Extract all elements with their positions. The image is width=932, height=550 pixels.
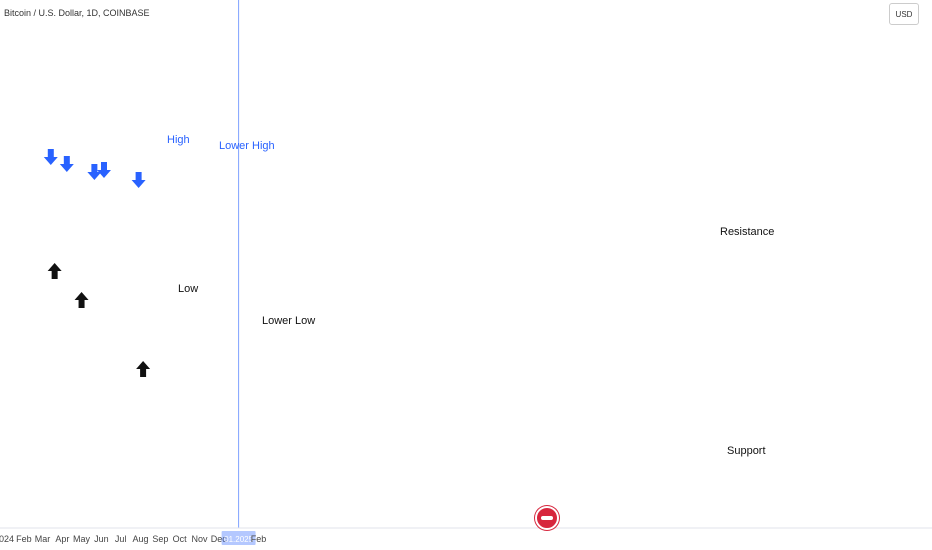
down-arrow-icon [43,149,58,165]
down-arrow-icon [96,162,111,178]
x-tick-label: Feb [16,534,32,544]
x-tick-label: Feb [251,534,267,544]
up-arrow-icon [136,361,151,377]
time-marker-label: 01.2025 [224,535,253,544]
low-label: Low [178,283,198,295]
up-arrow-icon [74,292,89,308]
x-tick-label: Jul [115,534,127,544]
x-tick-label: Nov [191,534,208,544]
tradingview-logo-icon [535,506,559,530]
x-tick-label: Aug [133,534,149,544]
support-label: Support [727,445,766,457]
high-label: High [167,134,190,146]
time-axis: 2024FebMarAprMayJunJulAugSepOctNovDec01.… [0,527,932,545]
time-marker-badge [221,531,256,545]
symbol-title: Bitcoin / U.S. Dollar, 1D, COINBASE [4,8,150,18]
lower-low-label: Lower Low [262,315,315,327]
x-tick-label: Sep [152,534,168,544]
x-tick-label: 2024 [0,534,14,544]
x-tick-label: Oct [173,534,188,544]
down-arrow-icon [131,172,146,188]
x-tick-label: Jun [94,534,109,544]
lower-high-label: Lower High [219,140,275,152]
x-tick-label: May [73,534,91,544]
currency-button[interactable]: USD [889,3,919,25]
down-arrow-icon [87,164,102,180]
x-tick-label: Dec [211,534,228,544]
x-tick-label: Apr [55,534,69,544]
resistance-label: Resistance [720,226,774,238]
down-arrow-icon [59,156,74,172]
x-tick-label: Mar [35,534,51,544]
up-arrow-icon [47,263,62,279]
horizontal-levels [238,0,240,528]
